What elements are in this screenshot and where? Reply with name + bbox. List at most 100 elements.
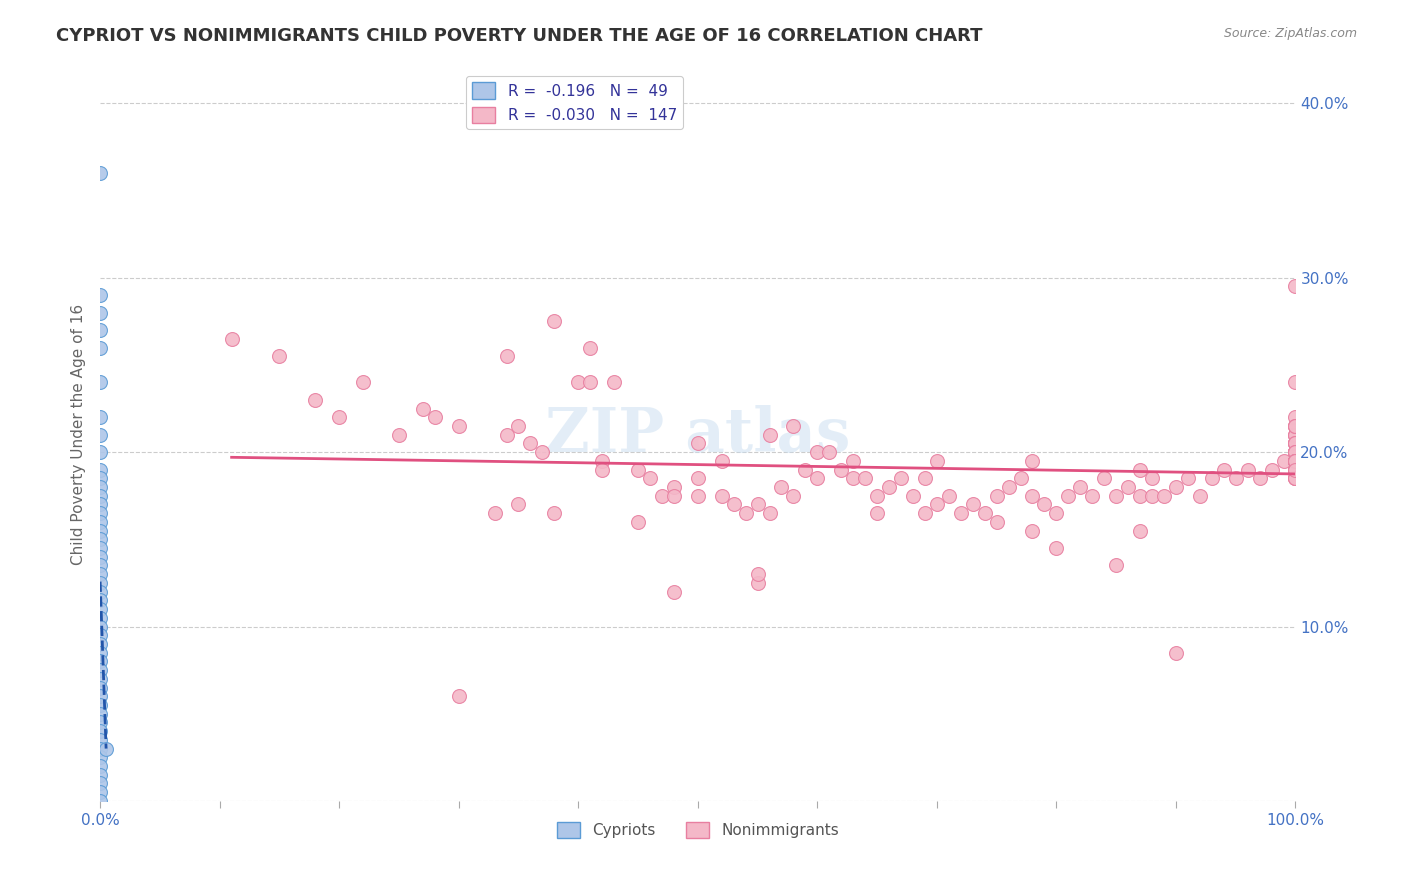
Point xyxy=(89,750,111,764)
Point xyxy=(89,698,111,712)
Point xyxy=(89,489,111,503)
Point xyxy=(508,419,530,434)
Text: CYPRIOT VS NONIMMIGRANTS CHILD POVERTY UNDER THE AGE OF 16 CORRELATION CHART: CYPRIOT VS NONIMMIGRANTS CHILD POVERTY U… xyxy=(56,27,983,45)
Point xyxy=(1164,480,1187,494)
Point xyxy=(986,489,1008,503)
Point xyxy=(1284,427,1306,442)
Point xyxy=(89,619,111,633)
Point xyxy=(352,376,374,390)
Point xyxy=(543,506,565,520)
Point xyxy=(1284,471,1306,485)
Point xyxy=(89,646,111,660)
Point xyxy=(1284,454,1306,468)
Point xyxy=(914,506,936,520)
Point xyxy=(662,489,685,503)
Point xyxy=(89,533,111,547)
Point xyxy=(1284,454,1306,468)
Point xyxy=(579,341,602,355)
Point xyxy=(1177,471,1199,485)
Point xyxy=(1021,489,1043,503)
Point xyxy=(1284,462,1306,476)
Point xyxy=(1284,445,1306,459)
Point xyxy=(925,454,948,468)
Point xyxy=(1284,445,1306,459)
Point xyxy=(89,427,111,442)
Point xyxy=(89,681,111,695)
Point xyxy=(747,567,769,582)
Point xyxy=(328,410,350,425)
Point xyxy=(1140,489,1163,503)
Point xyxy=(723,498,745,512)
Point xyxy=(89,558,111,573)
Point xyxy=(1284,471,1306,485)
Point xyxy=(686,436,709,450)
Point xyxy=(1212,462,1234,476)
Point xyxy=(89,323,111,337)
Point xyxy=(1284,445,1306,459)
Point xyxy=(1284,462,1306,476)
Point xyxy=(1284,454,1306,468)
Point xyxy=(89,732,111,747)
Point xyxy=(782,489,804,503)
Point xyxy=(686,489,709,503)
Point xyxy=(89,462,111,476)
Point xyxy=(1284,454,1306,468)
Point xyxy=(89,410,111,425)
Point xyxy=(1284,445,1306,459)
Point xyxy=(519,436,541,450)
Point xyxy=(1129,489,1152,503)
Point xyxy=(1284,419,1306,434)
Point xyxy=(89,690,111,704)
Point xyxy=(89,515,111,529)
Point xyxy=(269,349,291,363)
Point xyxy=(89,759,111,773)
Point xyxy=(1201,471,1223,485)
Point xyxy=(484,506,506,520)
Point xyxy=(89,445,111,459)
Point xyxy=(89,498,111,512)
Point xyxy=(1105,558,1128,573)
Point xyxy=(89,305,111,319)
Point xyxy=(89,506,111,520)
Point xyxy=(89,637,111,651)
Point xyxy=(1249,471,1271,485)
Point xyxy=(938,489,960,503)
Point xyxy=(627,462,650,476)
Point xyxy=(423,410,446,425)
Point xyxy=(1272,454,1295,468)
Point xyxy=(747,575,769,590)
Point xyxy=(89,376,111,390)
Point xyxy=(579,376,602,390)
Point xyxy=(1225,471,1247,485)
Point xyxy=(890,471,912,485)
Point xyxy=(1284,376,1306,390)
Point xyxy=(1069,480,1091,494)
Point xyxy=(304,392,326,407)
Point xyxy=(1284,419,1306,434)
Point xyxy=(447,690,470,704)
Point xyxy=(770,480,793,494)
Point xyxy=(866,506,889,520)
Point xyxy=(1033,498,1056,512)
Point xyxy=(1284,462,1306,476)
Point xyxy=(662,480,685,494)
Point xyxy=(1284,454,1306,468)
Text: Source: ZipAtlas.com: Source: ZipAtlas.com xyxy=(1223,27,1357,40)
Point xyxy=(901,489,924,503)
Point xyxy=(1284,471,1306,485)
Point xyxy=(567,376,589,390)
Point xyxy=(1045,541,1067,555)
Point xyxy=(710,454,733,468)
Point xyxy=(89,584,111,599)
Point xyxy=(89,541,111,555)
Point xyxy=(89,166,111,180)
Point xyxy=(806,445,828,459)
Point xyxy=(89,768,111,782)
Point xyxy=(89,549,111,564)
Point xyxy=(925,498,948,512)
Point xyxy=(662,584,685,599)
Point xyxy=(531,445,554,459)
Point xyxy=(638,471,661,485)
Point xyxy=(1153,489,1175,503)
Point xyxy=(89,672,111,686)
